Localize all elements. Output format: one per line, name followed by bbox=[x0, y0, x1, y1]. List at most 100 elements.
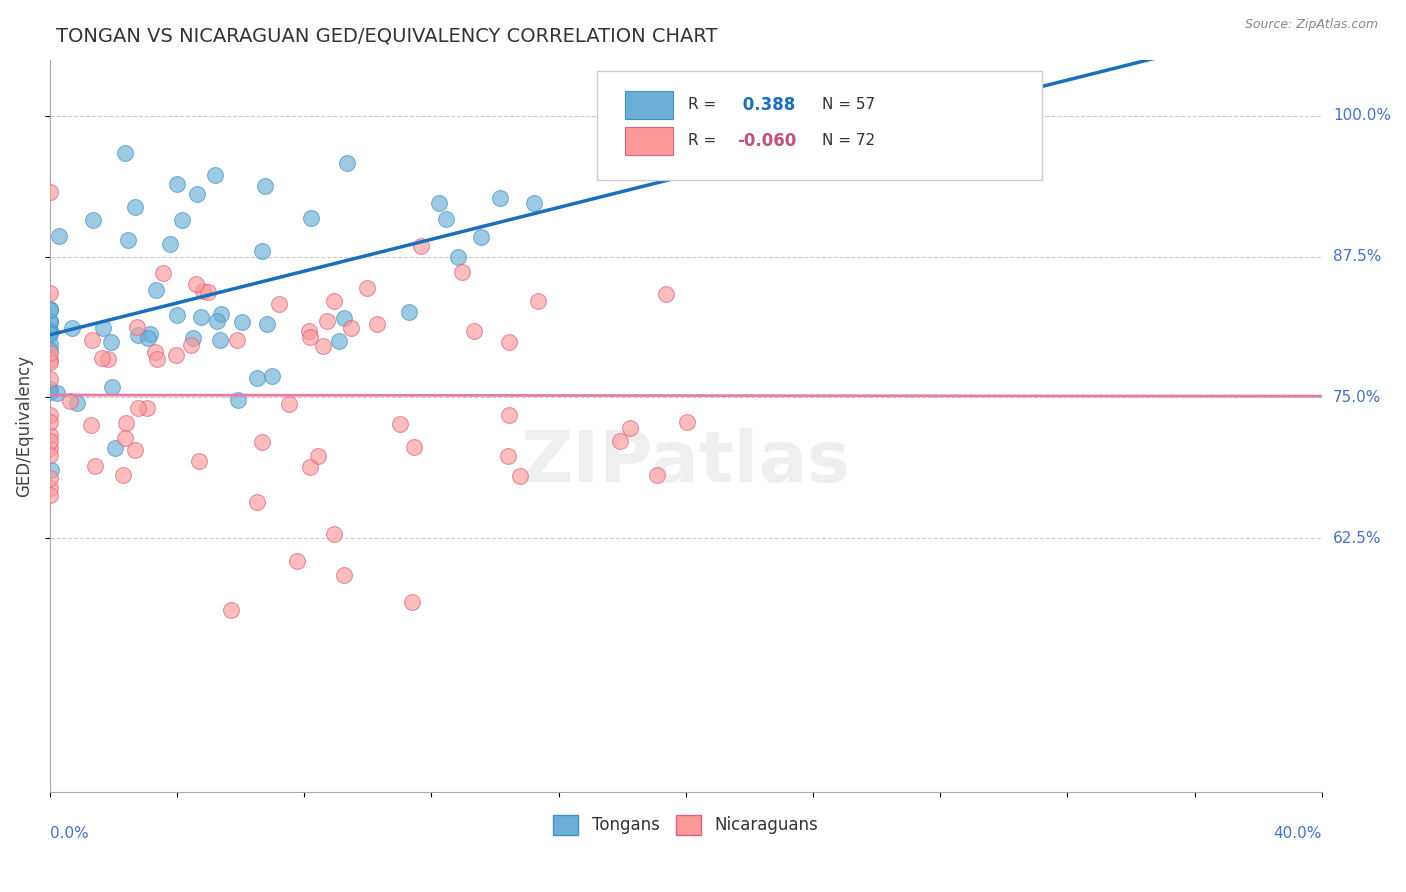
Point bbox=[262, 368, 284, 383]
Point bbox=[356, 280, 378, 294]
Point bbox=[38, 323, 60, 337]
Point bbox=[97, 352, 120, 367]
Text: 0.388: 0.388 bbox=[737, 96, 794, 114]
Point bbox=[91, 321, 114, 335]
Point bbox=[181, 330, 204, 344]
Point bbox=[498, 334, 520, 349]
Point bbox=[250, 435, 273, 450]
Point bbox=[38, 448, 60, 462]
Point bbox=[124, 200, 146, 214]
Text: 75.0%: 75.0% bbox=[1333, 390, 1381, 405]
Point bbox=[38, 346, 60, 360]
Text: 40.0%: 40.0% bbox=[1274, 826, 1322, 841]
Point bbox=[323, 293, 346, 308]
Point bbox=[205, 313, 228, 327]
Point bbox=[48, 228, 70, 243]
Point bbox=[38, 384, 60, 399]
Point bbox=[180, 338, 202, 352]
Point bbox=[256, 318, 278, 332]
Y-axis label: GED/Equivalency: GED/Equivalency bbox=[15, 354, 32, 497]
Point bbox=[447, 251, 470, 265]
Point bbox=[254, 178, 277, 193]
FancyBboxPatch shape bbox=[624, 91, 673, 119]
Point bbox=[38, 302, 60, 317]
Point bbox=[307, 449, 329, 463]
Point bbox=[429, 196, 451, 211]
Point bbox=[496, 449, 519, 463]
Text: 87.5%: 87.5% bbox=[1333, 249, 1381, 264]
Point bbox=[83, 459, 105, 474]
Point bbox=[231, 315, 253, 329]
Point bbox=[498, 408, 520, 422]
Point bbox=[401, 595, 423, 609]
Point bbox=[38, 314, 60, 328]
Point bbox=[389, 417, 412, 431]
Point bbox=[409, 239, 432, 253]
Point bbox=[523, 196, 546, 211]
Point bbox=[114, 431, 136, 445]
Point bbox=[488, 191, 510, 205]
Point bbox=[187, 454, 209, 468]
Point bbox=[112, 468, 135, 483]
Point bbox=[402, 441, 425, 455]
Point bbox=[127, 328, 149, 343]
Point bbox=[470, 230, 492, 244]
Point bbox=[250, 244, 273, 259]
Point bbox=[38, 471, 60, 485]
Point bbox=[166, 177, 188, 191]
Point bbox=[38, 482, 60, 496]
Point bbox=[609, 434, 631, 449]
Point bbox=[41, 463, 63, 477]
Point bbox=[143, 345, 166, 359]
Point bbox=[172, 212, 194, 227]
Point bbox=[114, 146, 136, 161]
Point bbox=[115, 416, 138, 430]
Point bbox=[79, 417, 101, 432]
Point bbox=[336, 156, 359, 170]
Point bbox=[82, 333, 104, 347]
Point bbox=[219, 603, 242, 617]
Point bbox=[619, 421, 641, 435]
Point bbox=[46, 386, 69, 401]
Point bbox=[38, 327, 60, 342]
Point bbox=[190, 310, 212, 324]
Point bbox=[165, 348, 187, 362]
Point bbox=[38, 355, 60, 369]
Point bbox=[186, 187, 208, 202]
Point bbox=[166, 308, 188, 322]
Point bbox=[647, 467, 669, 482]
Point bbox=[298, 330, 321, 344]
Text: TONGAN VS NICARAGUAN GED/EQUIVALENCY CORRELATION CHART: TONGAN VS NICARAGUAN GED/EQUIVALENCY COR… bbox=[56, 27, 717, 45]
Text: N = 72: N = 72 bbox=[823, 133, 875, 148]
Point bbox=[208, 334, 231, 348]
Point bbox=[38, 353, 60, 368]
Point bbox=[209, 307, 232, 321]
Point bbox=[136, 331, 159, 345]
Point bbox=[100, 334, 122, 349]
Point bbox=[226, 393, 249, 408]
Point bbox=[138, 327, 160, 342]
Point bbox=[333, 311, 356, 326]
Point bbox=[104, 442, 127, 456]
FancyBboxPatch shape bbox=[624, 127, 673, 154]
Point bbox=[125, 320, 148, 334]
Point bbox=[38, 185, 60, 199]
Point bbox=[269, 297, 291, 311]
Point bbox=[127, 401, 149, 415]
Point bbox=[38, 343, 60, 357]
Point bbox=[38, 434, 60, 448]
Point bbox=[398, 304, 420, 318]
Point bbox=[124, 443, 146, 458]
FancyBboxPatch shape bbox=[596, 70, 1042, 180]
Point bbox=[285, 554, 308, 568]
Point bbox=[298, 460, 321, 475]
Point bbox=[298, 324, 321, 338]
Point bbox=[463, 325, 485, 339]
Point bbox=[117, 233, 139, 247]
Text: Source: ZipAtlas.com: Source: ZipAtlas.com bbox=[1244, 18, 1378, 31]
Text: -0.060: -0.060 bbox=[737, 132, 796, 150]
Point bbox=[323, 527, 346, 541]
Text: 100.0%: 100.0% bbox=[1333, 109, 1391, 123]
Point bbox=[66, 396, 89, 410]
Point bbox=[38, 286, 60, 301]
